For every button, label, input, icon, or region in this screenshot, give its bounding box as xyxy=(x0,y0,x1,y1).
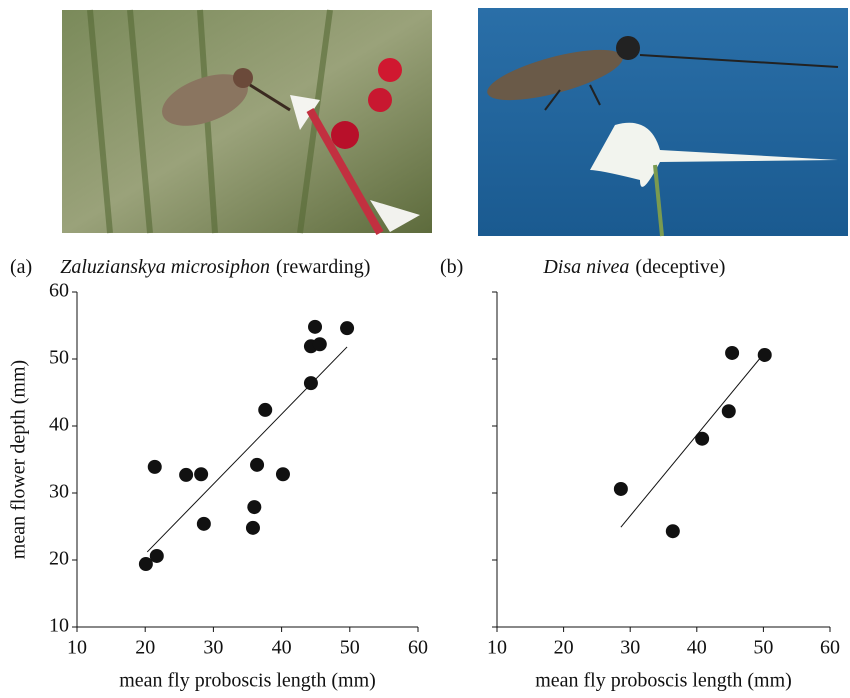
panel-label: (a) xyxy=(10,256,32,278)
x-tick-label: 10 xyxy=(67,637,87,659)
species-name: Zaluzianskya microsiphon xyxy=(60,256,270,278)
x-tick-label: 30 xyxy=(620,637,640,659)
trend-line xyxy=(147,347,347,552)
x-tick-label: 50 xyxy=(340,637,360,659)
data-point xyxy=(179,468,193,482)
x-tick-label: 20 xyxy=(135,637,155,659)
data-point xyxy=(304,376,318,390)
x-tick-label: 20 xyxy=(554,637,574,659)
y-tick-label: 10 xyxy=(49,615,69,637)
data-point xyxy=(148,460,162,474)
figure: (a) Zaluzianskya microsiphon (rewarding) 10… xyxy=(0,0,850,698)
x-tick-label: 30 xyxy=(203,637,223,659)
photo-b xyxy=(478,8,848,236)
y-tick-label: 20 xyxy=(49,548,69,570)
panel-caption: (b) Disa nivea (deceptive) xyxy=(440,256,725,278)
panel-caption: (a) Zaluzianskya microsiphon (rewarding) xyxy=(10,256,370,278)
y-tick-label: 60 xyxy=(49,280,69,302)
data-point xyxy=(139,557,153,571)
data-point xyxy=(614,482,628,496)
data-point xyxy=(197,517,211,531)
x-tick-label: 60 xyxy=(820,637,840,659)
y-tick-label: 40 xyxy=(49,414,69,436)
data-point xyxy=(725,346,739,360)
x-tick-label: 10 xyxy=(487,637,507,659)
data-point xyxy=(666,524,680,538)
panel-note: (deceptive) xyxy=(635,256,725,278)
x-tick-label: 50 xyxy=(753,637,773,659)
panel-note: (rewarding) xyxy=(276,256,370,278)
panel-label: (b) xyxy=(440,256,463,278)
x-tick-label: 40 xyxy=(272,637,292,659)
species-name: Disa nivea xyxy=(542,256,629,278)
data-point xyxy=(258,403,272,417)
data-point xyxy=(246,521,260,535)
data-point xyxy=(194,467,208,481)
data-point xyxy=(250,458,264,472)
data-point xyxy=(308,320,322,334)
data-point xyxy=(313,337,327,351)
data-point xyxy=(340,321,354,335)
data-point xyxy=(722,404,736,418)
y-axis-label: mean flower depth (mm) xyxy=(8,360,30,559)
y-tick-label: 30 xyxy=(49,481,69,503)
x-tick-label: 60 xyxy=(408,637,428,659)
x-axis-label: mean fly proboscis length (mm) xyxy=(535,670,792,692)
data-point xyxy=(276,467,290,481)
data-point xyxy=(695,432,709,446)
photo-a xyxy=(62,10,432,233)
x-axis-label: mean fly proboscis length (mm) xyxy=(119,670,376,692)
x-tick-label: 40 xyxy=(687,637,707,659)
y-tick-label: 50 xyxy=(49,347,69,369)
data-point xyxy=(758,348,772,362)
trend-line xyxy=(621,355,763,527)
data-point xyxy=(247,500,261,514)
